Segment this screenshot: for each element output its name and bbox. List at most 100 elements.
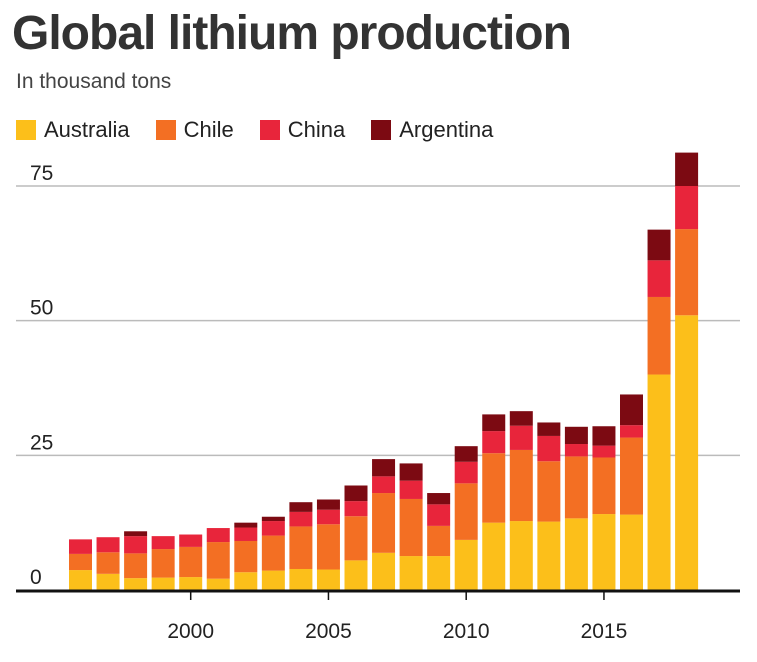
bar-argentina-2014	[564, 426, 588, 445]
bar-china-2004	[289, 511, 313, 527]
bar-china-2003	[261, 521, 285, 536]
bar-argentina-1998	[124, 531, 148, 537]
bar-australia-1996	[69, 570, 92, 590]
y-tick-label: 0	[30, 566, 42, 589]
bar-chile-2000	[179, 546, 203, 578]
bar-chile-2010	[454, 483, 478, 540]
bar-chile-1997	[96, 552, 120, 574]
legend-swatch	[259, 120, 280, 140]
bar-australia-2006	[344, 560, 368, 590]
bar-australia-2007	[372, 552, 396, 590]
bar-china-2011	[482, 431, 506, 454]
bar-australia-2003	[261, 570, 285, 590]
bar-australia-2002	[234, 572, 258, 590]
chart-subtitle: In thousand tons	[16, 70, 172, 93]
bar-chile-2009	[427, 525, 451, 557]
bar-argentina-2006	[344, 485, 368, 502]
bar-australia-2018	[675, 315, 699, 590]
bar-china-2008	[399, 480, 423, 499]
legend-swatch	[16, 120, 36, 140]
bar-china-1998	[124, 536, 148, 554]
bar-chile-2008	[399, 498, 423, 557]
bar-china-2010	[454, 461, 478, 484]
y-tick-label: 25	[30, 431, 53, 454]
bar-china-2013	[537, 435, 561, 462]
bar-chile-2014	[564, 456, 588, 519]
legend-item-australia: Australia	[16, 117, 130, 143]
bar-chile-2013	[537, 461, 561, 522]
legend-label: China	[287, 117, 346, 142]
x-tick-label: 2000	[167, 620, 214, 643]
legend: Australia Chile China Argentina	[16, 117, 493, 143]
bar-china-2017	[647, 260, 671, 297]
bar-australia-2016	[620, 514, 643, 590]
bar-australia-2010	[454, 539, 478, 590]
bar-argentina-2010	[454, 446, 478, 462]
bar-argentina-2018	[675, 152, 699, 186]
x-tick-label: 2005	[305, 620, 352, 643]
bar-chile-1999	[151, 549, 175, 578]
bar-argentina-2012	[509, 411, 533, 426]
bar-australia-2015	[592, 514, 616, 590]
bar-australia-2009	[427, 556, 451, 590]
x-tick-label: 2010	[443, 620, 490, 643]
bar-china-2014	[564, 444, 588, 457]
bar-china-2006	[344, 501, 368, 517]
bar-chile-2018	[675, 229, 699, 316]
bar-chile-2004	[289, 526, 313, 569]
bar-chile-2016	[620, 437, 643, 515]
bar-argentina-2017	[647, 229, 671, 261]
bar-china-1996	[69, 539, 92, 554]
bar-argentina-2002	[234, 522, 258, 528]
bar-australia-2001	[206, 578, 230, 590]
bar-china-2009	[427, 504, 451, 526]
bar-chile-2017	[647, 296, 671, 375]
bar-australia-2008	[399, 556, 423, 590]
legend-swatch	[155, 120, 176, 140]
bar-australia-2000	[179, 577, 203, 590]
y-tick-label: 75	[30, 162, 53, 185]
bar-argentina-2004	[289, 502, 313, 512]
bar-chile-2001	[206, 542, 230, 579]
legend-item-chile: Chile	[155, 117, 234, 143]
bar-argentina-2013	[537, 422, 561, 436]
legend-item-argentina: Argentina	[371, 117, 493, 143]
legend-label: Chile	[183, 117, 234, 142]
bar-chile-2015	[592, 457, 616, 515]
y-tick-label: 50	[30, 297, 53, 320]
bar-china-2007	[372, 476, 396, 494]
bar-china-2015	[592, 445, 616, 458]
bar-chile-2006	[344, 516, 368, 561]
bar-china-2012	[509, 425, 533, 450]
bar-chile-2012	[509, 449, 533, 522]
legend-swatch	[371, 120, 392, 140]
legend-label: Argentina	[399, 117, 494, 142]
bar-argentina-2005	[316, 499, 340, 510]
bar-china-2000	[179, 534, 203, 547]
bar-australia-2005	[316, 569, 340, 590]
bar-argentina-2007	[372, 459, 396, 477]
bar-argentina-2009	[427, 493, 451, 505]
bar-australia-1998	[124, 578, 148, 590]
bar-australia-2017	[647, 374, 671, 590]
bar-australia-2014	[564, 518, 588, 590]
bar-china-2005	[316, 509, 340, 525]
bar-china-2001	[206, 528, 230, 543]
bar-chile-2002	[234, 540, 258, 573]
bar-chile-2003	[261, 535, 285, 571]
bar-argentina-2016	[620, 394, 643, 426]
bar-australia-2012	[509, 521, 533, 590]
bar-chile-2011	[482, 453, 506, 523]
bar-china-2018	[675, 186, 699, 230]
bar-chile-2005	[316, 524, 340, 570]
chart-title: Global lithium production	[12, 7, 572, 60]
bar-china-2016	[620, 425, 643, 438]
legend-item-china: China	[259, 117, 346, 143]
bar-chile-1998	[124, 553, 148, 579]
bar-chile-2007	[372, 493, 396, 553]
bar-argentina-2003	[261, 516, 285, 522]
bar-australia-2013	[537, 521, 561, 590]
bar-australia-2004	[289, 568, 313, 590]
bar-argentina-2015	[592, 426, 616, 446]
